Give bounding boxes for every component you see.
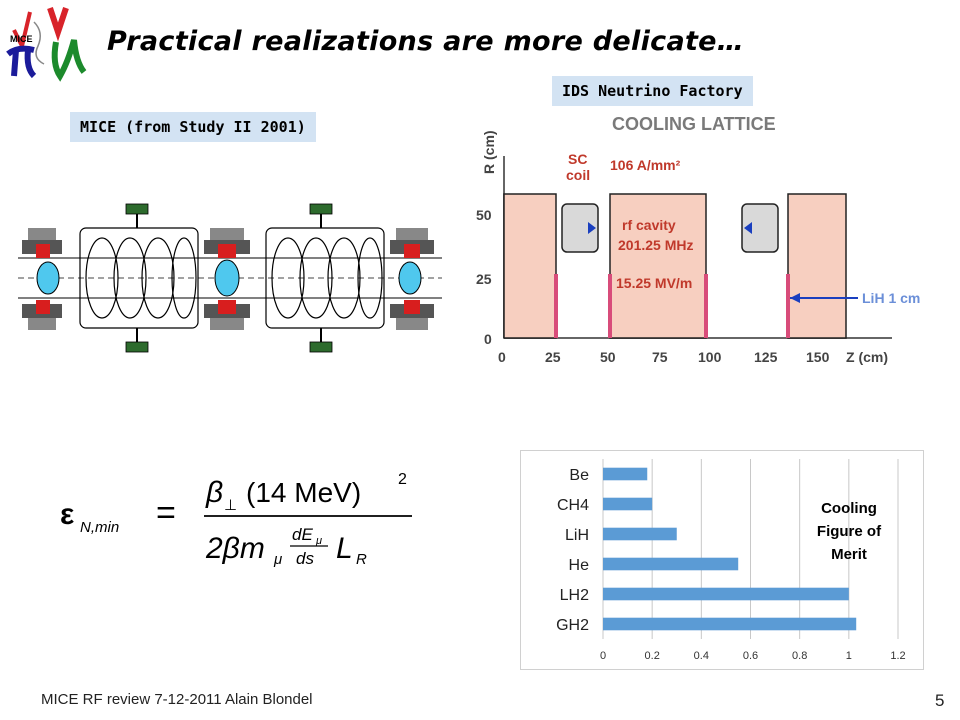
z-tick-0: 0	[498, 349, 506, 365]
logo-text: MICE	[10, 34, 33, 44]
formula-beta: β	[205, 476, 223, 509]
absorber-label: LiH 1 cm	[862, 290, 920, 306]
x-tick-label: 0	[600, 650, 606, 662]
chart-bar	[603, 617, 857, 631]
chart-bar	[603, 467, 648, 481]
formula-dE-sub: μ	[315, 535, 322, 547]
category-label: LH2	[560, 587, 589, 604]
formula-dE: dE	[292, 525, 313, 544]
sc-coil-line1: SC	[568, 151, 587, 167]
x-tick-label: 0.6	[743, 650, 758, 662]
r-tick-25: 25	[476, 271, 492, 287]
merit-line-3: Merit	[831, 546, 867, 563]
formula-exp: 2	[398, 471, 407, 488]
formula-L: L	[336, 532, 353, 565]
chart-bar	[603, 557, 739, 571]
rf-cavity-line1: rf cavity	[622, 217, 676, 233]
merit-line-1: Cooling	[821, 500, 877, 517]
page-number: 5	[935, 691, 945, 710]
lattice-title: COOLING LATTICE	[612, 114, 776, 134]
chart-bar	[603, 587, 849, 601]
formula-denominator: 2βm	[205, 532, 265, 565]
z-tick-75: 75	[652, 349, 668, 365]
x-tick-label: 0.2	[645, 650, 660, 662]
z-tick-125: 125	[754, 349, 778, 365]
sc-coil-line2: coil	[566, 167, 590, 183]
emittance-formula: ε N,min = β ⊥ (14 MeV) 2 2βm μ dE μ ds L…	[60, 460, 430, 570]
z-tick-100: 100	[698, 349, 722, 365]
formula-mu: μ	[273, 551, 282, 568]
category-label: He	[569, 557, 590, 574]
category-label: Be	[569, 467, 589, 484]
formula-equals: =	[156, 494, 176, 532]
mice-cooling-channel-diagram	[18, 200, 442, 355]
category-label: GH2	[556, 617, 589, 634]
r-axis-label: R (cm)	[481, 130, 497, 174]
merit-line-2: Figure of	[816, 523, 882, 540]
formula-lhs: ε	[60, 498, 74, 531]
slide-title: Practical realizations are more delicate…	[107, 26, 745, 57]
category-label: LiH	[565, 527, 589, 544]
r-tick-0: 0	[484, 331, 492, 347]
category-label: CH4	[557, 497, 589, 514]
mice-logo: MICE	[4, 2, 92, 84]
cooling-merit-annotation: Cooling Figure of Merit	[797, 497, 901, 566]
x-tick-label: 1.2	[890, 650, 905, 662]
x-tick-label: 0.4	[694, 650, 709, 662]
chart-bar	[603, 527, 677, 541]
ids-label: IDS Neutrino Factory	[552, 76, 753, 106]
z-axis-label: Z (cm)	[846, 349, 888, 365]
x-tick-label: 0.8	[792, 650, 807, 662]
slide-footer: MICE RF review 7-12-2011 Alain Blondel	[41, 691, 313, 708]
formula-lhs-sub: N,min	[80, 519, 119, 536]
rf-cavity-line2: 201.25 MHz	[618, 237, 693, 253]
formula-ds: ds	[296, 549, 314, 568]
r-tick-50: 50	[476, 207, 492, 223]
mice-label: MICE (from Study II 2001)	[70, 112, 316, 142]
cooling-merit-chart: 0 0.2 0.4 0.6 0.8 1 1.2 Be CH4 LiH He LH2 GH2	[520, 450, 924, 670]
formula-numerator: (14 MeV)	[246, 477, 361, 508]
x-tick-label: 1	[846, 650, 852, 662]
formula-beta-sub: ⊥	[224, 497, 237, 514]
formula-L-sub: R	[356, 551, 367, 568]
gradient-label: 15.25 MV/m	[616, 275, 692, 291]
z-tick-150: 150	[806, 349, 830, 365]
ids-cooling-lattice-diagram: COOLING LATTICE R (cm) SC coil 106 A/mm²…	[464, 100, 942, 378]
current-density: 106 A/mm²	[610, 157, 681, 173]
chart-bar	[603, 497, 653, 511]
z-tick-25: 25	[545, 349, 561, 365]
z-tick-50: 50	[600, 349, 616, 365]
